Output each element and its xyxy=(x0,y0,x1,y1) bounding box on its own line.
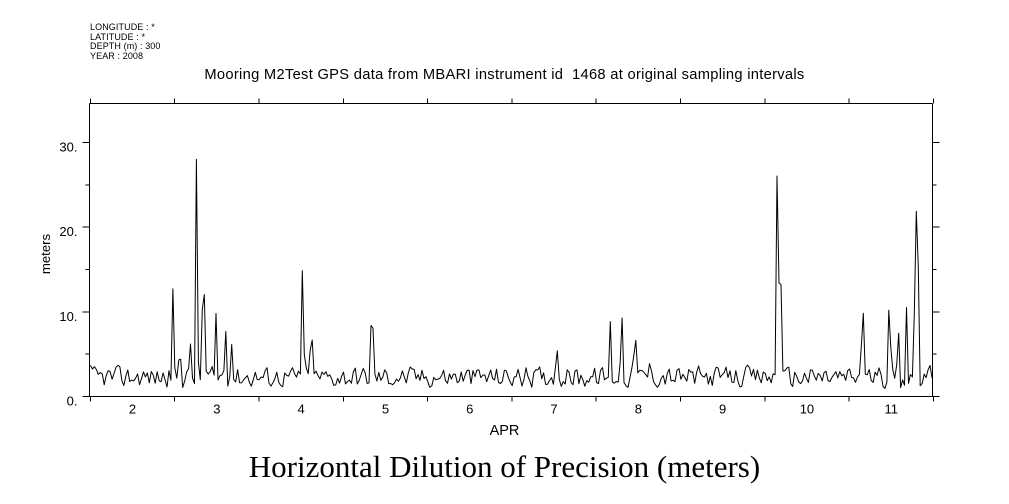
svg-text:4: 4 xyxy=(298,402,305,417)
svg-text:6: 6 xyxy=(466,402,473,417)
svg-text:0.: 0. xyxy=(67,394,78,409)
svg-text:8: 8 xyxy=(635,402,642,417)
svg-text:11: 11 xyxy=(885,402,899,417)
svg-text:20.: 20. xyxy=(59,224,77,239)
svg-text:2: 2 xyxy=(129,402,136,417)
svg-text:3: 3 xyxy=(213,402,220,417)
svg-text:30.: 30. xyxy=(59,139,77,154)
svg-text:7: 7 xyxy=(550,402,557,417)
svg-text:10.: 10. xyxy=(59,309,77,324)
svg-text:10: 10 xyxy=(800,402,814,417)
svg-text:5: 5 xyxy=(382,402,389,417)
svg-text:9: 9 xyxy=(719,402,726,417)
